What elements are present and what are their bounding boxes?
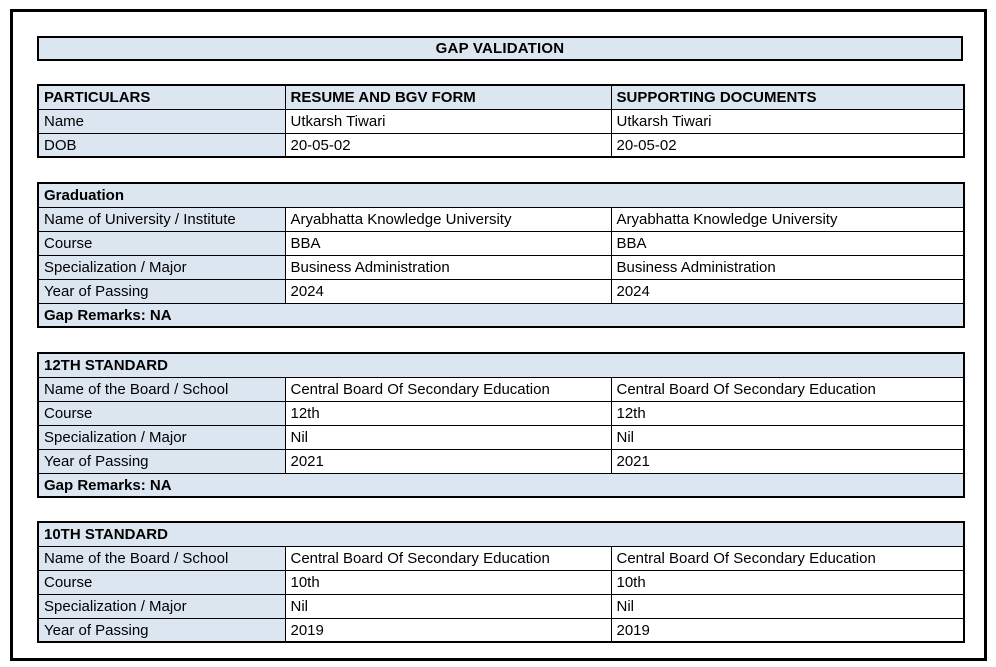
column-header-particulars: PARTICULARS bbox=[37, 84, 286, 110]
document-title-bar: GAP VALIDATION bbox=[37, 36, 963, 61]
section-heading-graduation: Graduation bbox=[37, 182, 965, 208]
table-row-board: Name of the Board / School Central Board… bbox=[37, 545, 965, 571]
supporting-value: Central Board Of Secondary Education bbox=[610, 545, 965, 571]
table-row-name: Name Utkarsh Tiwari Utkarsh Tiwari bbox=[37, 108, 965, 134]
resume-value: 2021 bbox=[284, 448, 612, 474]
row-label: Course bbox=[37, 230, 286, 256]
gap-remarks: Gap Remarks: NA bbox=[37, 472, 965, 498]
section-heading-row: 12TH STANDARD bbox=[37, 352, 965, 378]
graduation-table: Graduation Name of University / Institut… bbox=[37, 182, 965, 328]
page-border: GAP VALIDATION PARTICULARS RESUME AND BG… bbox=[10, 9, 987, 661]
row-label: Name bbox=[37, 108, 286, 134]
supporting-value: 10th bbox=[610, 569, 965, 595]
section-heading-row: 10TH STANDARD bbox=[37, 521, 965, 547]
supporting-value: Nil bbox=[610, 593, 965, 619]
row-label: Course bbox=[37, 569, 286, 595]
resume-value: 20-05-02 bbox=[284, 132, 612, 158]
resume-value: 10th bbox=[284, 569, 612, 595]
particulars-header-row: PARTICULARS RESUME AND BGV FORM SUPPORTI… bbox=[37, 84, 965, 110]
supporting-value: Nil bbox=[610, 424, 965, 450]
resume-value: 12th bbox=[284, 400, 612, 426]
supporting-value: 12th bbox=[610, 400, 965, 426]
table-row-dob: DOB 20-05-02 20-05-02 bbox=[37, 132, 965, 158]
supporting-value: Utkarsh Tiwari bbox=[610, 108, 965, 134]
table-row-board: Name of the Board / School Central Board… bbox=[37, 376, 965, 402]
table-row-year-of-passing: Year of Passing 2019 2019 bbox=[37, 617, 965, 643]
resume-value: Central Board Of Secondary Education bbox=[284, 545, 612, 571]
resume-value: Business Administration bbox=[284, 254, 612, 280]
supporting-value: 2019 bbox=[610, 617, 965, 643]
row-label: Specialization / Major bbox=[37, 254, 286, 280]
twelfth-standard-table: 12TH STANDARD Name of the Board / School… bbox=[37, 352, 966, 498]
section-heading-10th: 10TH STANDARD bbox=[37, 521, 965, 547]
supporting-value: Business Administration bbox=[610, 254, 965, 280]
row-label: Year of Passing bbox=[37, 448, 286, 474]
table-row-specialization: Specialization / Major Business Administ… bbox=[37, 254, 965, 280]
supporting-value: 2024 bbox=[610, 278, 965, 304]
resume-value: BBA bbox=[284, 230, 612, 256]
supporting-value: 2021 bbox=[610, 448, 965, 474]
tenth-standard-table: 10TH STANDARD Name of the Board / School… bbox=[37, 521, 966, 643]
supporting-value: BBA bbox=[610, 230, 965, 256]
row-label: DOB bbox=[37, 132, 286, 158]
row-label: Name of University / Institute bbox=[37, 206, 286, 232]
gap-remarks: Gap Remarks: NA bbox=[37, 302, 965, 328]
resume-value: Utkarsh Tiwari bbox=[284, 108, 612, 134]
table-row-specialization: Specialization / Major Nil Nil bbox=[37, 424, 965, 450]
column-header-resume-bgv: RESUME AND BGV FORM bbox=[284, 84, 612, 110]
column-header-supporting-docs: SUPPORTING DOCUMENTS bbox=[610, 84, 965, 110]
row-label: Year of Passing bbox=[37, 617, 286, 643]
page-title: GAP VALIDATION bbox=[435, 40, 565, 57]
table-row-course: Course 10th 10th bbox=[37, 569, 965, 595]
table-row-course: Course BBA BBA bbox=[37, 230, 965, 256]
row-label: Specialization / Major bbox=[37, 424, 286, 450]
table-row-university: Name of University / Institute Aryabhatt… bbox=[37, 206, 965, 232]
gap-remarks-row: Gap Remarks: NA bbox=[37, 472, 965, 498]
resume-value: Aryabhatta Knowledge University bbox=[284, 206, 612, 232]
table-row-year-of-passing: Year of Passing 2021 2021 bbox=[37, 448, 965, 474]
row-label: Name of the Board / School bbox=[37, 376, 286, 402]
page-content: GAP VALIDATION PARTICULARS RESUME AND BG… bbox=[37, 36, 966, 643]
row-label: Course bbox=[37, 400, 286, 426]
section-heading-row: Graduation bbox=[37, 182, 965, 208]
resume-value: Nil bbox=[284, 424, 612, 450]
table-row-course: Course 12th 12th bbox=[37, 400, 965, 426]
table-row-specialization: Specialization / Major Nil Nil bbox=[37, 593, 965, 619]
row-label: Specialization / Major bbox=[37, 593, 286, 619]
resume-value: 2019 bbox=[284, 617, 612, 643]
row-label: Year of Passing bbox=[37, 278, 286, 304]
row-label: Name of the Board / School bbox=[37, 545, 286, 571]
resume-value: 2024 bbox=[284, 278, 612, 304]
table-row-year-of-passing: Year of Passing 2024 2024 bbox=[37, 278, 965, 304]
section-heading-12th: 12TH STANDARD bbox=[37, 352, 965, 378]
supporting-value: Central Board Of Secondary Education bbox=[610, 376, 965, 402]
gap-remarks-row: Gap Remarks: NA bbox=[37, 302, 965, 328]
particulars-table: PARTICULARS RESUME AND BGV FORM SUPPORTI… bbox=[37, 84, 965, 158]
resume-value: Nil bbox=[284, 593, 612, 619]
supporting-value: 20-05-02 bbox=[610, 132, 965, 158]
supporting-value: Aryabhatta Knowledge University bbox=[610, 206, 965, 232]
resume-value: Central Board Of Secondary Education bbox=[284, 376, 612, 402]
